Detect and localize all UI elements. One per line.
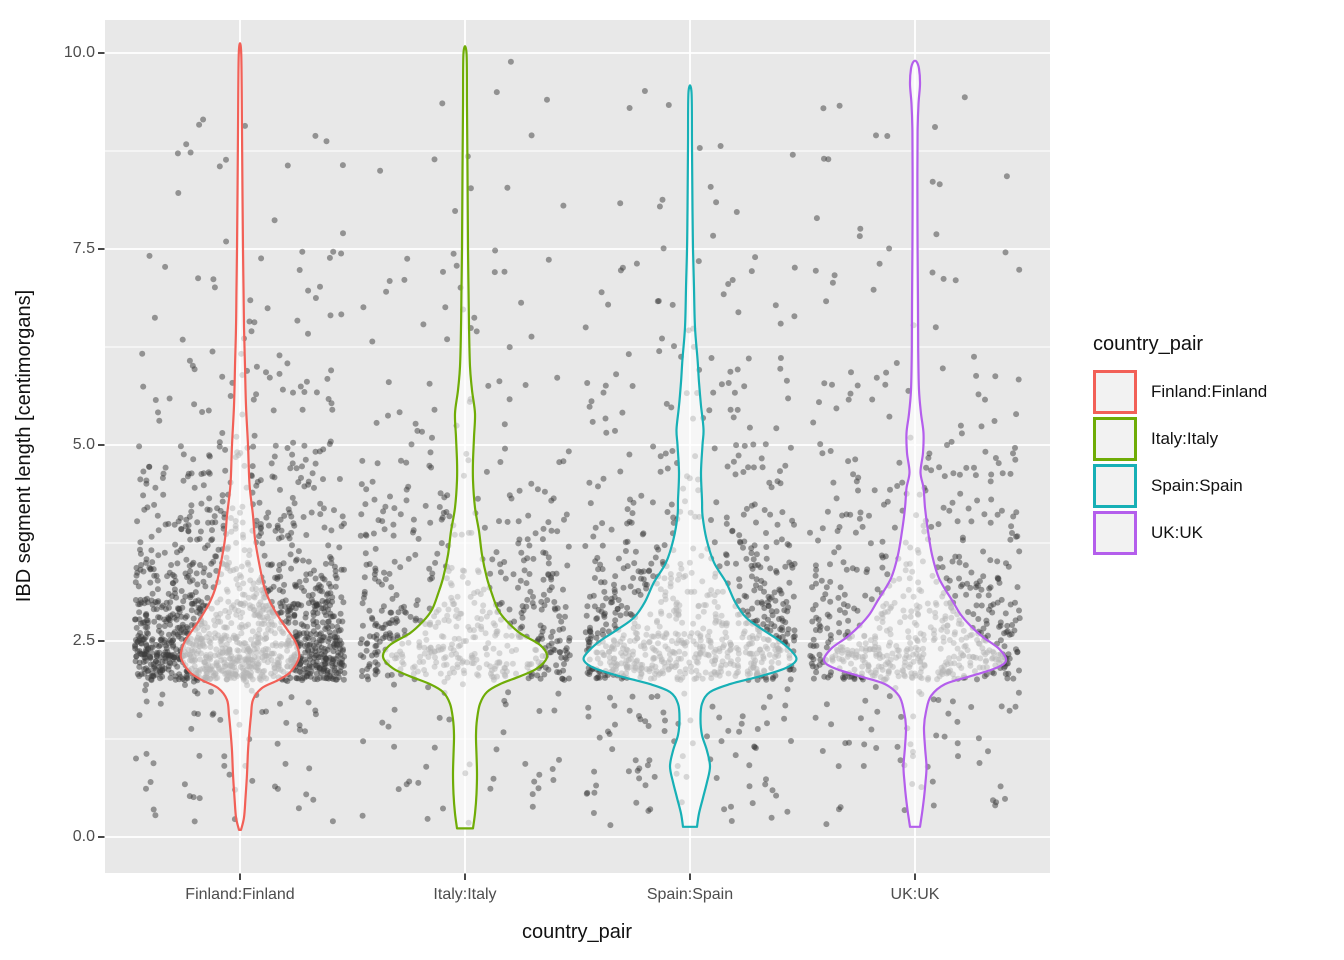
legend-title: country_pair — [1093, 333, 1204, 355]
y-tick-label-1: 2.5 — [72, 632, 95, 649]
violin-italy-italy — [381, 45, 549, 830]
violin-finland-finland — [179, 42, 301, 831]
x-tick-label-spain: Spain:Spain — [646, 886, 734, 903]
y-axis-title: IBD segment length [centimorgans] — [13, 289, 35, 603]
legend-key-uk-swatch — [1093, 511, 1137, 555]
legend-entry-uk: UK:UK — [1093, 511, 1267, 555]
legend-key-finland-swatch — [1093, 370, 1137, 414]
x-axis-title: country_pair — [521, 921, 633, 943]
x-tick-label-uk: UK:UK — [890, 886, 940, 903]
x-tick-label-italy: Italy:Italy — [433, 886, 497, 903]
x-tick-label-finland: Finland:Finland — [185, 886, 295, 903]
legend-key-spain-swatch — [1093, 464, 1137, 508]
legend-entry-label: Spain:Spain — [1151, 476, 1243, 495]
legend-entry-label: UK:UK — [1151, 523, 1203, 542]
y-tick-label-4: 10.0 — [63, 44, 95, 61]
legend-entry-spain: Spain:Spain — [1093, 464, 1267, 508]
axis-tick-marks — [98, 52, 916, 880]
legend-entry-italy: Italy:Italy — [1093, 417, 1267, 461]
legend-entry-label: Italy:Italy — [1151, 429, 1219, 448]
y-tick-label-3: 7.5 — [72, 240, 95, 257]
legend-entry-finland: Finland:Finland — [1093, 370, 1267, 414]
violin-spain-spain — [582, 84, 798, 828]
y-tick-label-2: 5.0 — [72, 436, 95, 453]
y-tick-label-0: 0.0 — [72, 828, 95, 845]
legend-key-italy-swatch — [1093, 417, 1137, 461]
panel-background — [105, 20, 1050, 873]
legend-entry-label: Finland:Finland — [1151, 382, 1268, 401]
violin-uk-uk — [822, 59, 1008, 828]
legend: country_pair Finland:Finland Italy:Italy… — [1093, 333, 1267, 558]
